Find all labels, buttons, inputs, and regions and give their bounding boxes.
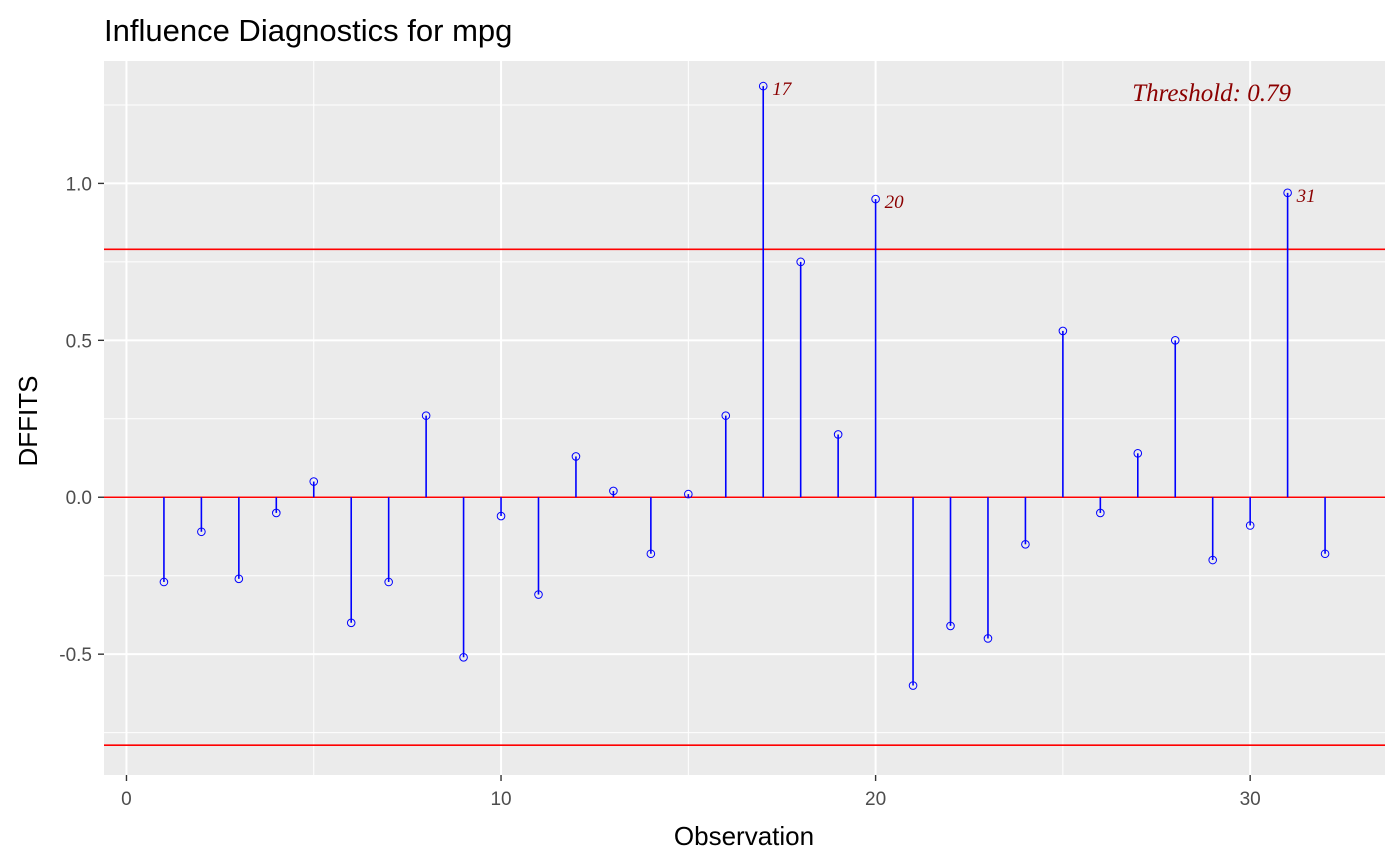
point-10 (496, 511, 506, 521)
point-23 (983, 634, 993, 643)
point-label-20: 20 (885, 192, 905, 213)
y-tick-label: 0.0 (66, 488, 92, 509)
point-label-31: 31 (1296, 186, 1316, 207)
point-28 (1170, 336, 1180, 345)
point-1 (159, 577, 169, 587)
point-2 (197, 527, 206, 537)
point-11 (534, 590, 543, 599)
point-3 (234, 574, 244, 584)
y-axis-title: DFFITS (13, 376, 43, 467)
point-5 (309, 477, 319, 486)
y-axis: -0.5 0.0 0.5 1.0 (59, 174, 104, 666)
point-17 (758, 81, 768, 91)
point-15 (684, 489, 693, 499)
point-22 (946, 621, 955, 631)
point-31 (1283, 188, 1292, 198)
point-27 (1133, 449, 1143, 458)
point-12 (571, 452, 581, 461)
grid-minor (104, 61, 1385, 775)
point-labels: 17 20 31 (772, 79, 1315, 213)
x-axis-title: Observation (674, 821, 814, 851)
point-29 (1208, 555, 1218, 565)
point-label-17: 17 (772, 79, 793, 100)
plot-panel (104, 61, 1385, 775)
point-20 (871, 194, 880, 204)
point-32 (1320, 549, 1330, 559)
point-30 (1245, 521, 1255, 530)
point-8 (421, 411, 431, 420)
point-18 (796, 257, 805, 267)
chart-title: Influence Diagnostics for mpg (104, 13, 512, 48)
point-4 (271, 508, 281, 518)
point-24 (1021, 540, 1030, 549)
points (159, 81, 1330, 690)
x-tick-label: 20 (865, 789, 886, 810)
y-tick-label: 1.0 (66, 174, 92, 195)
point-13 (609, 486, 618, 496)
x-axis: 0 10 20 30 (121, 775, 1261, 810)
y-tick-label: -0.5 (59, 645, 92, 666)
point-6 (346, 618, 356, 628)
point-9 (459, 653, 468, 662)
x-tick-label: 10 (490, 789, 511, 810)
point-25 (1058, 326, 1068, 336)
point-21 (908, 681, 918, 690)
point-14 (646, 549, 656, 559)
x-tick-label: 30 (1240, 789, 1261, 810)
point-16 (721, 411, 731, 420)
x-tick-label: 0 (121, 789, 132, 810)
point-26 (1096, 508, 1105, 518)
threshold-label: Threshold: 0.79 (1132, 80, 1291, 107)
point-7 (384, 577, 393, 587)
reference-lines (104, 248, 1385, 746)
y-tick-label: 0.5 (66, 331, 92, 352)
point-19 (833, 430, 843, 439)
stems (163, 86, 1326, 686)
